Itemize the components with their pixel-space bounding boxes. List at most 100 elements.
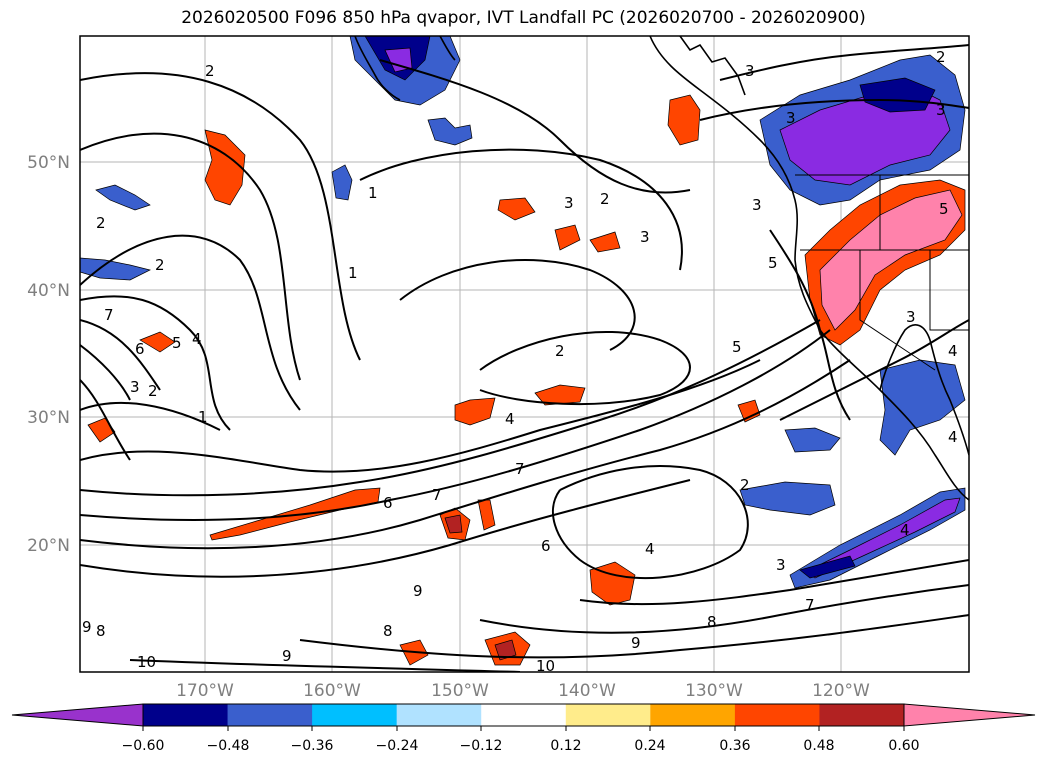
orange-spot-midpac1: [454, 397, 496, 426]
colorbar-extend-high: [903, 703, 1036, 727]
contour-label: 3: [786, 109, 796, 127]
contour-labels: 2 2 2 3 3 3 1 1 3 2 2 3 7 6 5 4 3 2 1 2 …: [82, 48, 958, 675]
contour-label: 9: [631, 634, 641, 652]
blue-spot-west: [95, 184, 151, 211]
contour-label: 3: [640, 228, 650, 246]
colorbar-segment: [143, 704, 229, 726]
contour-label: 4: [505, 410, 515, 428]
orange-spot-east1: [737, 399, 761, 423]
blue-spot-pac: [784, 427, 841, 453]
contour-label: 6: [383, 494, 393, 512]
orange-spot-south3: [589, 561, 636, 606]
contour-label: 1: [348, 264, 358, 282]
orange-spot-north3: [589, 231, 621, 253]
contour-label: 7: [805, 596, 815, 614]
contour-label: 2: [96, 214, 106, 232]
contour-label: 10: [536, 657, 555, 675]
colorbar-tick-label: 0.36: [719, 738, 750, 754]
contour-label: 8: [707, 613, 717, 631]
red-spot-south2: [494, 639, 517, 661]
red-spot-south: [444, 514, 463, 534]
colorbar-ticks: [142, 726, 905, 731]
contour-label: 7: [515, 460, 525, 478]
contour-label: 9: [282, 647, 292, 665]
map-panel: 2 2 2 3 3 3 1 1 3 2 2 3 7 6 5 4 3 2 1 2 …: [80, 36, 969, 675]
blue-region-subtropic: [739, 481, 836, 516]
orange-spot-west2: [139, 331, 176, 353]
contour-label: 4: [900, 521, 910, 539]
contour-label: 5: [172, 334, 182, 352]
colorbar-segment: [396, 704, 482, 726]
colorbar-segment: [227, 704, 313, 726]
contour-label: 1: [198, 408, 208, 426]
colorbar-tick-label: −0.36: [291, 738, 334, 754]
colorbar-segment: [819, 704, 905, 726]
orange-spot-coast: [667, 94, 701, 146]
contour-label: 3: [745, 62, 755, 80]
contour-label: 4: [645, 540, 655, 558]
contour-label: 9: [82, 618, 92, 636]
contour-label: 3: [564, 194, 574, 212]
latitude-labels: 50°N 40°N 30°N 20°N: [27, 153, 70, 556]
colorbar-tick-labels: −0.60 −0.48 −0.36 −0.24 −0.12 0.12 0.24 …: [122, 738, 920, 754]
orange-spot-north1: [497, 197, 536, 221]
lon-label-160w: 160°W: [303, 681, 361, 701]
colorbar-extend-low: [11, 703, 144, 727]
colorbar-tick-label: −0.60: [122, 738, 165, 754]
colorbar-segment: [312, 704, 398, 726]
colorbar: −0.60 −0.48 −0.36 −0.24 −0.12 0.12 0.24 …: [11, 703, 1036, 754]
colorbar-tick-label: −0.48: [207, 738, 250, 754]
contour-label: 2: [148, 382, 158, 400]
contour-label: 3: [776, 556, 786, 574]
contour-label: 6: [541, 537, 551, 555]
contour-label: 4: [948, 342, 958, 360]
colorbar-tick-label: −0.24: [376, 738, 419, 754]
colorbar-tick-label: 0.60: [888, 738, 919, 754]
colorbar-tick-label: 0.12: [550, 738, 581, 754]
contour-label: 5: [732, 338, 742, 356]
filled-anomaly-areas: [80, 36, 966, 666]
purple-region-alaska: [384, 47, 413, 73]
contour-label: 2: [205, 62, 215, 80]
colorbar-frame: [142, 703, 905, 727]
contour-label: 3: [936, 101, 946, 119]
contour-label: 5: [768, 254, 778, 272]
navy-band-southeast: [799, 555, 856, 579]
contour-label: 1: [368, 184, 378, 202]
contour-label: 2: [555, 342, 565, 360]
lat-label-30n: 30°N: [27, 408, 70, 428]
contour-label: 2: [936, 48, 946, 66]
plot-frame: [79, 35, 970, 673]
contour-label: 2: [600, 190, 610, 208]
contour-label: 8: [96, 622, 106, 640]
colorbar-tick-label: −0.12: [460, 738, 503, 754]
colorbar-segment: [734, 704, 820, 726]
navy-region-northeast: [859, 77, 936, 113]
contour-label: 2: [740, 476, 750, 494]
coastlines: [354, 36, 969, 501]
contour-label: 3: [752, 196, 762, 214]
contour-label: 7: [104, 306, 114, 324]
lat-label-20n: 20°N: [27, 536, 70, 556]
contour-label: 6: [135, 340, 145, 358]
blue-spot-gulf: [427, 117, 473, 146]
orange-spot-north2: [554, 224, 581, 251]
lon-label-150w: 150°W: [431, 681, 489, 701]
contour-label: 4: [948, 428, 958, 446]
contour-label: 3: [130, 378, 140, 396]
blue-spot-160w: [331, 164, 353, 201]
contour-label: 3: [906, 308, 916, 326]
contour-lines: [80, 44, 969, 672]
map-title: 2026020500 F096 850 hPa qvapor, IVT Land…: [181, 8, 866, 28]
blue-region-baja: [879, 359, 966, 456]
lon-label-120w: 120°W: [812, 681, 870, 701]
lon-label-130w: 130°W: [685, 681, 743, 701]
lat-label-40n: 40°N: [27, 281, 70, 301]
state-borders: [795, 174, 969, 371]
longitude-labels: 170°W 160°W 150°W 140°W 130°W 120°W: [176, 681, 870, 701]
lat-label-50n: 50°N: [27, 153, 70, 173]
contour-label: 8: [383, 622, 393, 640]
lon-label-140w: 140°W: [558, 681, 616, 701]
contour-label: 2: [155, 256, 165, 274]
